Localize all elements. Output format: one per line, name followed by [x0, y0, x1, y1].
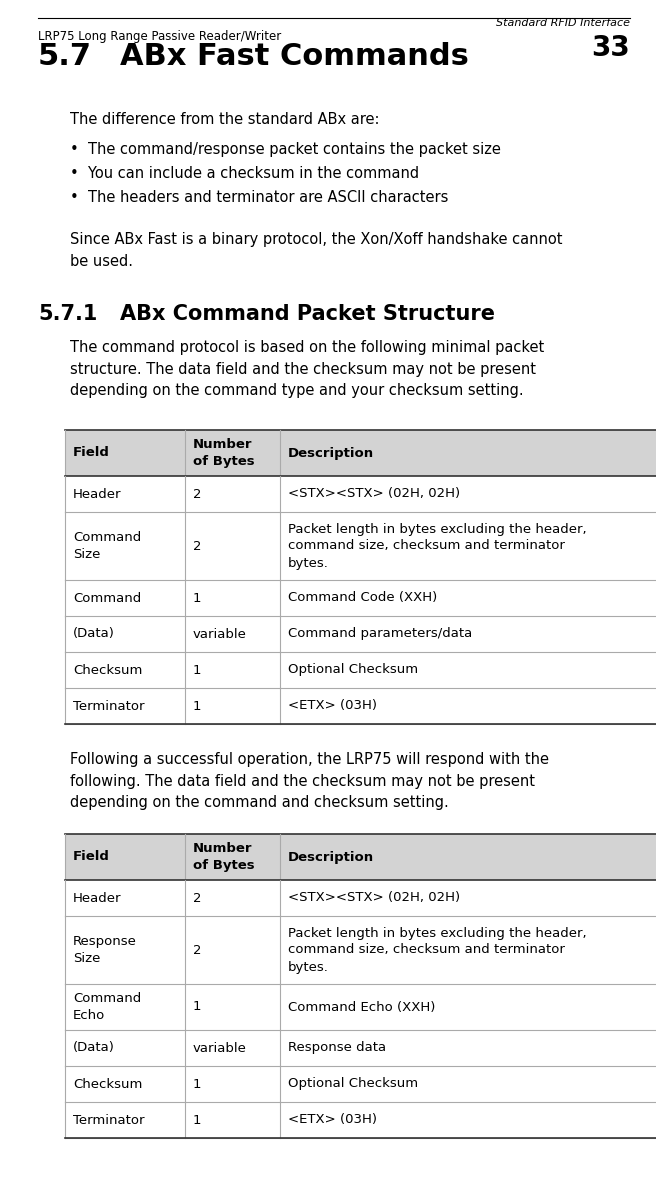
Text: variable: variable	[193, 1042, 247, 1055]
Text: Response
Size: Response Size	[73, 935, 137, 965]
Text: Field: Field	[73, 446, 110, 460]
Text: •  The headers and terminator are ASCII characters: • The headers and terminator are ASCII c…	[70, 190, 448, 205]
Text: Field: Field	[73, 851, 110, 864]
Text: Command parameters/data: Command parameters/data	[288, 628, 472, 641]
Text: ABx Command Packet Structure: ABx Command Packet Structure	[120, 304, 495, 324]
Text: Command Echo (XXH): Command Echo (XXH)	[288, 1001, 436, 1014]
Text: <ETX> (03H): <ETX> (03H)	[288, 1114, 377, 1127]
Text: variable: variable	[193, 628, 247, 641]
Text: Description: Description	[288, 851, 374, 864]
Text: Since ABx Fast is a binary protocol, the Xon/Xoff handshake cannot
be used.: Since ABx Fast is a binary protocol, the…	[70, 232, 562, 269]
Text: The difference from the standard ABx are:: The difference from the standard ABx are…	[70, 112, 380, 127]
Text: 1: 1	[193, 664, 201, 677]
Text: Following a successful operation, the LRP75 will respond with the
following. The: Following a successful operation, the LR…	[70, 752, 549, 810]
Text: 2: 2	[193, 892, 201, 905]
Text: Packet length in bytes excluding the header,
command size, checksum and terminat: Packet length in bytes excluding the hea…	[288, 926, 586, 973]
Text: LRP75 Long Range Passive Reader/Writer: LRP75 Long Range Passive Reader/Writer	[38, 30, 281, 43]
Text: Checksum: Checksum	[73, 1078, 142, 1091]
Text: 5.7: 5.7	[38, 42, 92, 71]
Text: 1: 1	[193, 700, 201, 713]
Text: <STX><STX> (02H, 02H): <STX><STX> (02H, 02H)	[288, 487, 460, 500]
Text: Checksum: Checksum	[73, 664, 142, 677]
Text: 33: 33	[591, 34, 630, 62]
Text: <ETX> (03H): <ETX> (03H)	[288, 700, 377, 713]
Text: Number
of Bytes: Number of Bytes	[193, 842, 255, 871]
Text: •  The command/response packet contains the packet size: • The command/response packet contains t…	[70, 142, 501, 157]
Text: Response data: Response data	[288, 1042, 386, 1055]
Text: Packet length in bytes excluding the header,
command size, checksum and terminat: Packet length in bytes excluding the hea…	[288, 522, 586, 570]
Text: 1: 1	[193, 1078, 201, 1091]
Text: 5.7.1: 5.7.1	[38, 304, 97, 324]
Text: Standard RFID Interface: Standard RFID Interface	[496, 18, 630, 28]
Text: Header: Header	[73, 487, 121, 500]
Text: 1: 1	[193, 1114, 201, 1127]
Text: <STX><STX> (02H, 02H): <STX><STX> (02H, 02H)	[288, 892, 460, 905]
Text: Header: Header	[73, 892, 121, 905]
Text: ABx Fast Commands: ABx Fast Commands	[120, 42, 469, 71]
Text: Command
Size: Command Size	[73, 530, 141, 560]
Text: (Data): (Data)	[73, 628, 115, 641]
Bar	[65, 430, 656, 476]
Text: Terminator: Terminator	[73, 700, 144, 713]
Text: Optional Checksum: Optional Checksum	[288, 1078, 418, 1091]
Text: 2: 2	[193, 540, 201, 552]
Text: 2: 2	[193, 487, 201, 500]
Text: The command protocol is based on the following minimal packet
structure. The dat: The command protocol is based on the fol…	[70, 340, 544, 398]
Text: Command: Command	[73, 592, 141, 605]
Text: Optional Checksum: Optional Checksum	[288, 664, 418, 677]
Text: Command
Echo: Command Echo	[73, 992, 141, 1022]
Bar	[65, 834, 656, 880]
Text: Command Code (XXH): Command Code (XXH)	[288, 592, 438, 605]
Text: 2: 2	[193, 943, 201, 956]
Text: •  You can include a checksum in the command: • You can include a checksum in the comm…	[70, 166, 419, 181]
Text: 1: 1	[193, 1001, 201, 1014]
Text: Terminator: Terminator	[73, 1114, 144, 1127]
Text: 1: 1	[193, 592, 201, 605]
Text: (Data): (Data)	[73, 1042, 115, 1055]
Text: Description: Description	[288, 446, 374, 460]
Text: Number
of Bytes: Number of Bytes	[193, 438, 255, 468]
